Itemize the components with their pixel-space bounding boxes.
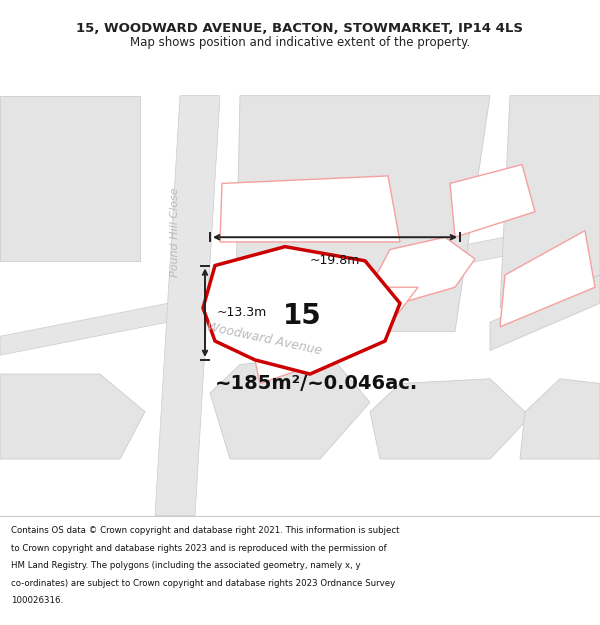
Text: Contains OS data © Crown copyright and database right 2021. This information is : Contains OS data © Crown copyright and d…: [11, 526, 400, 535]
Polygon shape: [210, 355, 370, 459]
Polygon shape: [500, 96, 600, 308]
Polygon shape: [235, 96, 490, 332]
Text: ~13.3m: ~13.3m: [217, 306, 267, 319]
Polygon shape: [0, 96, 140, 261]
Polygon shape: [510, 209, 600, 275]
Polygon shape: [155, 96, 220, 516]
Polygon shape: [370, 379, 530, 459]
Polygon shape: [248, 288, 418, 384]
Text: HM Land Registry. The polygons (including the associated geometry, namely x, y: HM Land Registry. The polygons (includin…: [11, 561, 361, 570]
Text: ~185m²/~0.046ac.: ~185m²/~0.046ac.: [215, 374, 418, 393]
Polygon shape: [450, 164, 535, 238]
Text: Map shows position and indicative extent of the property.: Map shows position and indicative extent…: [130, 36, 470, 49]
Polygon shape: [520, 379, 600, 459]
Text: 100026316.: 100026316.: [11, 596, 63, 605]
Text: Pound Hill Close: Pound Hill Close: [170, 188, 180, 278]
Polygon shape: [500, 231, 595, 327]
Text: to Crown copyright and database rights 2023 and is reproduced with the permissio: to Crown copyright and database rights 2…: [11, 544, 386, 552]
Polygon shape: [490, 275, 600, 351]
Polygon shape: [203, 247, 400, 374]
Text: ~19.8m: ~19.8m: [310, 254, 360, 268]
Polygon shape: [0, 218, 600, 355]
Polygon shape: [228, 259, 360, 346]
Polygon shape: [375, 238, 475, 306]
Polygon shape: [0, 374, 145, 459]
Polygon shape: [220, 176, 400, 242]
Text: co-ordinates) are subject to Crown copyright and database rights 2023 Ordnance S: co-ordinates) are subject to Crown copyr…: [11, 579, 395, 587]
Text: Woodward Avenue: Woodward Avenue: [205, 321, 323, 357]
Text: 15: 15: [283, 302, 322, 330]
Text: 15, WOODWARD AVENUE, BACTON, STOWMARKET, IP14 4LS: 15, WOODWARD AVENUE, BACTON, STOWMARKET,…: [77, 22, 523, 35]
